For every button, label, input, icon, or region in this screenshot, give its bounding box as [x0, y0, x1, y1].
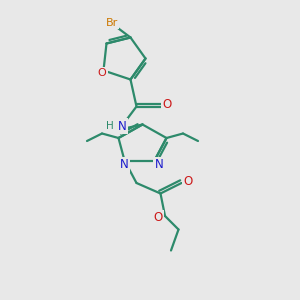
Text: O: O — [154, 211, 163, 224]
Text: Br: Br — [106, 18, 118, 28]
Text: N: N — [118, 119, 127, 133]
Text: O: O — [98, 68, 106, 78]
Text: O: O — [184, 175, 193, 188]
Text: N: N — [154, 158, 164, 172]
Text: N: N — [120, 158, 129, 172]
Text: O: O — [163, 98, 172, 112]
Text: H: H — [106, 121, 114, 131]
